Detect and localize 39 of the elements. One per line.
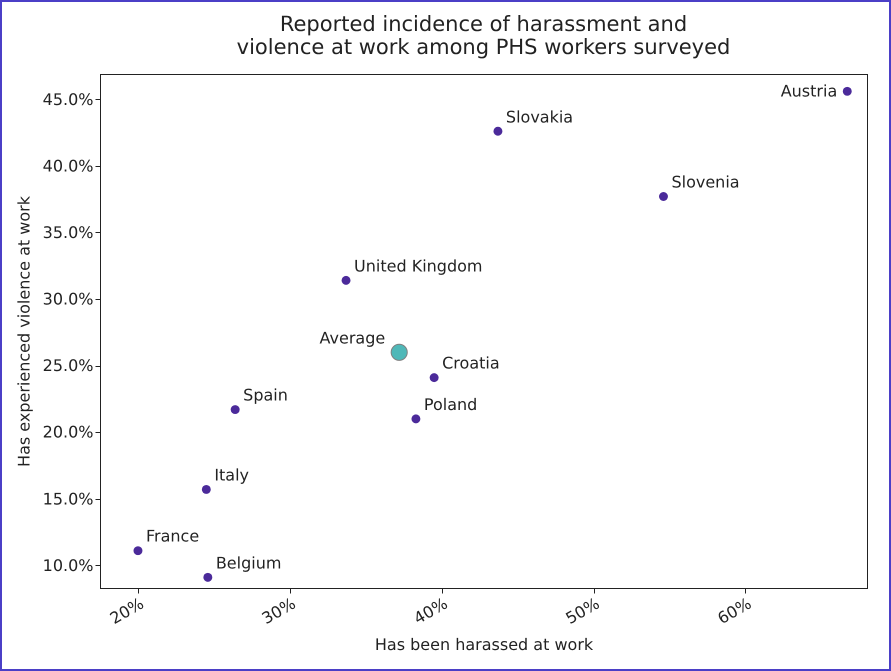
point <box>202 485 211 494</box>
annotation: France <box>146 526 200 546</box>
point <box>390 344 408 361</box>
point <box>230 405 240 414</box>
annotation: Poland <box>424 394 478 414</box>
y-tick-label: 20.0% <box>42 422 94 442</box>
point <box>134 546 142 556</box>
x-tick-label: 50% <box>562 594 603 628</box>
annotation: United Kingdom <box>354 256 482 276</box>
point <box>493 126 502 136</box>
x-tick-label: 30% <box>258 594 299 628</box>
annotation: Croatia <box>442 354 500 373</box>
annotation: Slovenia <box>671 172 740 192</box>
x-axis-title: Has been harassed at work <box>374 635 594 654</box>
point <box>203 572 212 582</box>
y-tick-label: 30.0% <box>42 290 94 309</box>
x-tick-label: 40% <box>410 594 451 628</box>
point <box>659 192 668 201</box>
y-tick-label: 40.0% <box>42 156 94 176</box>
series-label: Average <box>320 328 386 348</box>
x-tick-label: 60% <box>714 594 754 628</box>
y-axis-title: Has experienced violence at work <box>14 195 34 467</box>
y-tick-label: 25.0% <box>42 356 94 376</box>
annotation: Slovakia <box>506 107 574 126</box>
annotation: Italy <box>214 465 250 484</box>
point <box>342 276 351 285</box>
y-tick-label: 15.0% <box>42 489 94 508</box>
annotation: Spain <box>243 386 288 405</box>
point <box>842 86 852 96</box>
y-tick-label: 10.0% <box>42 556 94 575</box>
point <box>411 414 420 424</box>
y-tick-label: 35.0% <box>42 222 94 242</box>
text: violence at work among PHS workers surveyed <box>236 35 730 59</box>
y-tick-label: 45.0% <box>42 90 94 109</box>
x-tick-label: 20% <box>106 594 147 628</box>
point <box>430 373 439 382</box>
annotation: Austria <box>780 81 838 100</box>
annotation: Belgium <box>216 553 282 572</box>
text: Reported incidence of harassment and <box>280 12 688 36</box>
